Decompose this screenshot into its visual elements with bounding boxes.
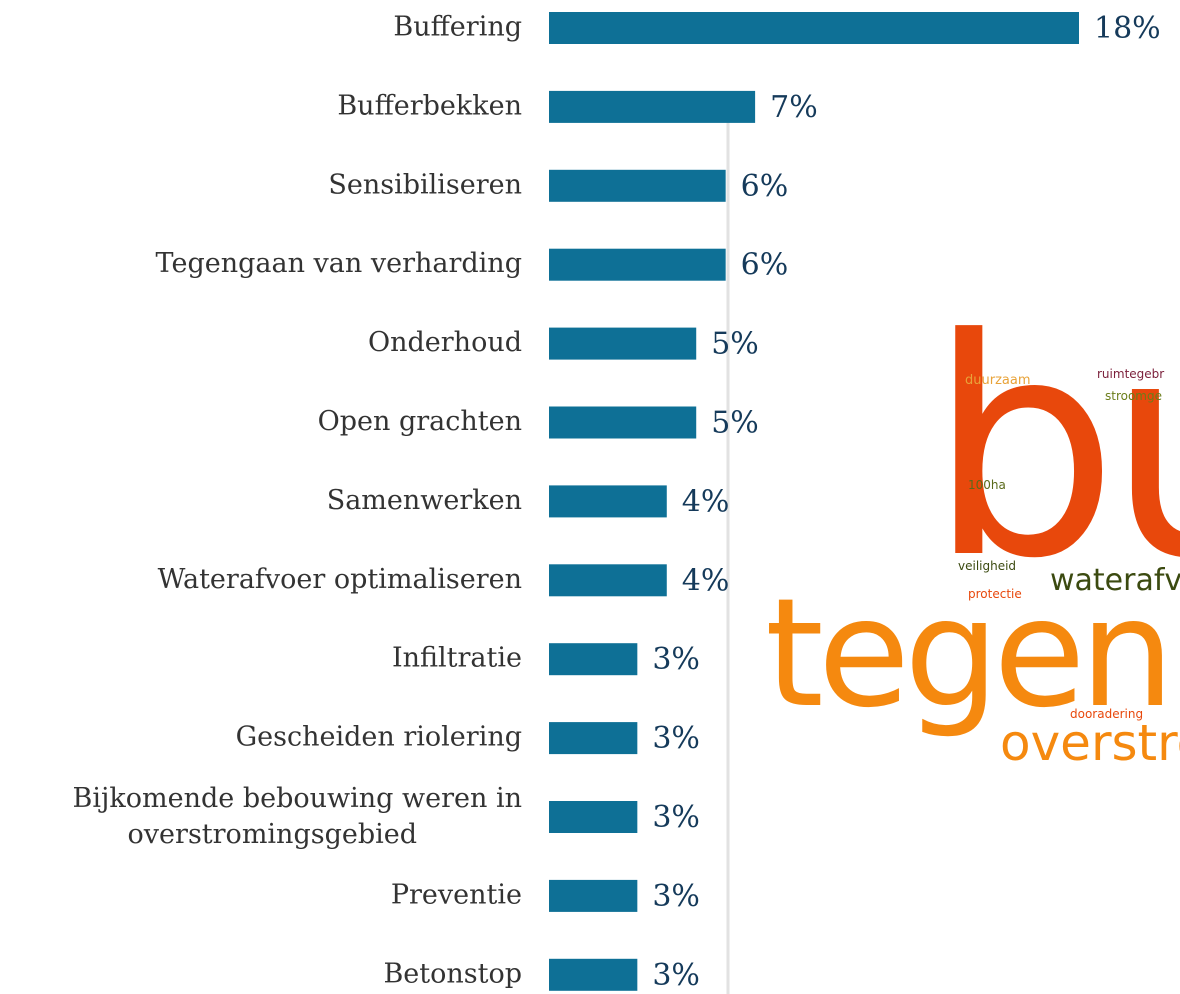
value-label: 5% [711,327,759,362]
cloud-word: waterafv [1050,563,1180,598]
category-label: Betonstop [383,958,522,989]
cloud-word: duurzaam [965,373,1031,388]
cloud-word: 100ha [968,478,1006,492]
word-cloud: butegenoverstro waterafv duurzaam ruimtegeb… [765,275,1180,772]
bar [549,90,756,123]
category-label: Bijkomende bebouwing weren in overstromi… [73,783,522,850]
category-label: Tegengaan van verharding [156,248,522,279]
value-label: 3% [652,879,700,914]
value-label: 6% [741,169,789,204]
cloud-word: ruimtegebr [1097,367,1164,381]
category-label: Buffering [393,12,522,43]
category-label: Onderhoud [368,327,522,358]
category-label: Gescheiden riolering [236,722,522,753]
cloud-word: veiligheid [958,559,1016,573]
value-label: 3% [652,642,700,677]
cloud-word: dooradering [1070,707,1143,721]
value-label: 18% [1094,11,1161,46]
cloud-word: protectie [968,587,1022,601]
bar [549,485,667,518]
bar [549,169,726,202]
cloud-word: stroomge [1105,389,1162,403]
category-label: Preventie [391,879,522,910]
bar [549,958,638,991]
bar [549,879,638,912]
value-label: 4% [682,484,730,519]
category-label: Samenwerken [327,485,522,516]
value-label: 3% [652,800,700,835]
category-label: Bufferbekken [337,90,522,121]
bar [549,406,697,439]
category-label: Infiltratie [392,643,522,674]
value-label: 4% [682,563,730,598]
bar [549,643,638,676]
category-label: Sensibiliseren [328,169,522,200]
bar [549,12,1079,44]
cloud-word: tegen [765,567,1169,741]
bar [549,722,638,755]
bar-chart: Buffering 18% Bufferbekken 7% Sensibiliseren… [73,11,1161,993]
bar [549,327,697,360]
category-label: Open grachten [318,406,522,437]
value-label: 7% [770,90,818,125]
value-label: 5% [711,406,759,441]
cloud-word: bu [928,275,1180,624]
bar [549,801,638,833]
value-label: 3% [652,958,700,993]
value-label: 6% [741,248,789,283]
category-label: Waterafvoer optimaliseren [158,564,522,595]
cloud-word: overstro [1000,714,1180,772]
bar [549,248,726,281]
value-label: 3% [652,721,700,756]
bar [549,564,667,597]
